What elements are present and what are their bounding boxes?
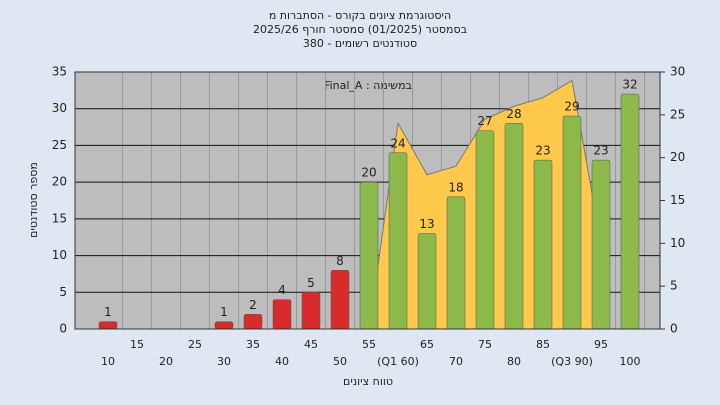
bar [591,159,611,330]
x-tick-label: 10 [101,355,115,368]
y2-tick-label: 20 [670,150,685,164]
y-tick-label: 35 [52,65,67,79]
data-label: 28 [506,107,521,121]
chart-title: בסמסטר (01/2025) סמסטר חורף 2025/26 [253,23,467,36]
bar [562,115,582,330]
y-tick-label: 30 [52,101,67,115]
y2-tick-label: 15 [670,193,685,207]
data-label: 20 [361,166,376,180]
data-label: 5 [307,276,315,290]
chart-title: היסטוגרמת ציונים בקורס - הסתברות מ [269,9,451,22]
x-tick-label: 15 [130,338,144,351]
x-tick-label: 70 [449,355,463,368]
bar [214,321,234,330]
bar [359,181,379,330]
y-axis-label: מספר סטודנטים [27,162,40,238]
y-tick-label: 20 [52,175,67,189]
bar [98,321,118,330]
bar [388,152,408,330]
x-tick-label: 100 [620,355,641,368]
x-tick-label: 45 [304,338,318,351]
x-tick-label: 25 [188,338,202,351]
bar [301,292,321,330]
bar [446,196,466,330]
bar [475,130,495,330]
x-tick-label: 35 [246,338,260,351]
bar [330,270,350,330]
y-tick-label: 0 [59,322,67,336]
x-tick-label: 40 [275,355,289,368]
data-label: 2 [249,298,257,312]
data-label: 27 [477,114,492,128]
y-tick-label: 15 [52,211,67,225]
data-label: 1 [104,305,112,319]
x-tick-label: (Q1 60) [377,355,419,368]
x-tick-label: 55 [362,338,376,351]
bar [504,123,524,330]
x-tick-label: 75 [478,338,492,351]
bar [533,159,553,330]
data-label: 29 [564,100,579,114]
y2-tick-label: 30 [670,65,685,79]
x-axis-label: טווח ציונים [343,375,393,388]
y2-tick-label: 5 [670,279,678,293]
y-tick-label: 25 [52,138,67,152]
data-label: 8 [336,254,344,268]
bar [620,93,640,330]
bar [243,314,263,330]
data-label: 23 [535,144,550,158]
y2-tick-label: 10 [670,236,685,250]
x-tick-label: 50 [333,355,347,368]
data-label: 18 [448,180,463,194]
y2-tick-label: 25 [670,107,685,121]
plot-border [74,71,661,330]
data-label: 1 [220,305,228,319]
y-tick-label: 5 [59,285,67,299]
data-label: 13 [419,217,434,231]
data-label: 23 [593,144,608,158]
bar [272,299,292,330]
x-tick-label: 20 [159,355,173,368]
annotation: במשימה : Final_A [324,79,412,92]
y-tick-label: 10 [52,248,67,262]
x-tick-label: 85 [536,338,550,351]
bar [417,233,437,330]
x-tick-label: 95 [594,338,608,351]
x-tick-label: 80 [507,355,521,368]
chart-title: סטודנטים רשומים - 380 [303,37,417,50]
data-label: 32 [622,78,637,92]
data-label: 4 [278,283,286,297]
x-tick-label: 30 [217,355,231,368]
x-tick-label: (Q3 90) [551,355,593,368]
x-tick-label: 65 [420,338,434,351]
data-label: 24 [390,136,405,150]
y2-tick-label: 0 [670,322,678,336]
